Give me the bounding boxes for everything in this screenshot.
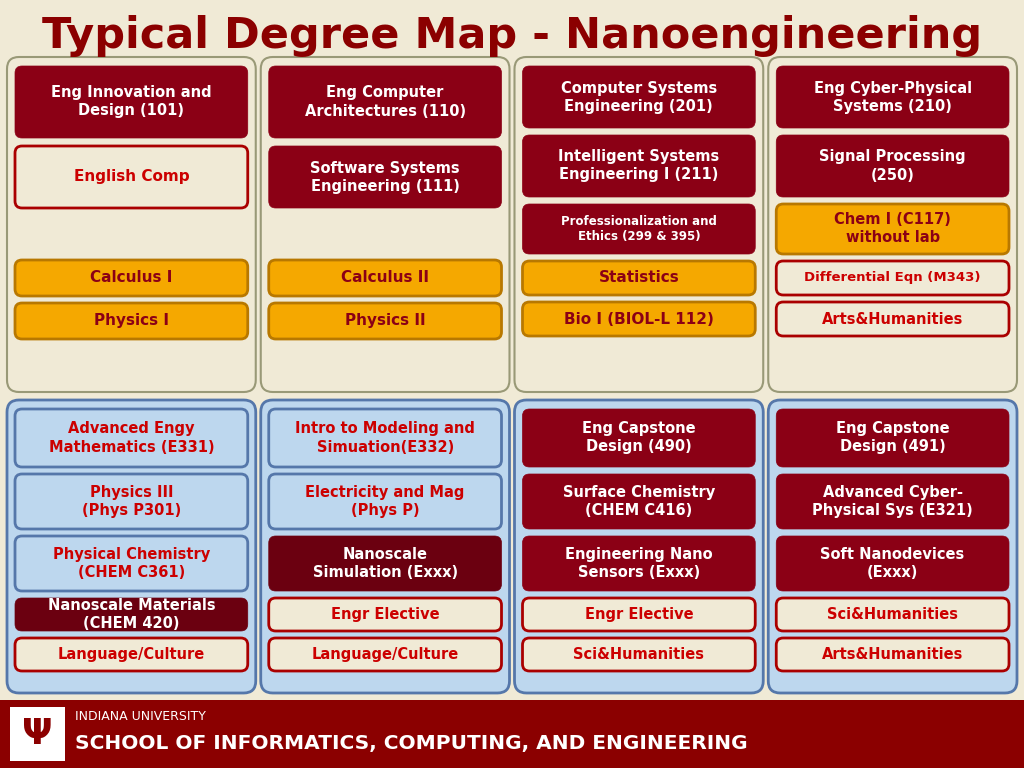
Text: Arts&Humanities: Arts&Humanities <box>822 312 964 326</box>
Text: Soft Nanodevices
(Exxx): Soft Nanodevices (Exxx) <box>820 547 965 580</box>
Text: Bio I (BIOL-L 112): Bio I (BIOL-L 112) <box>564 312 714 326</box>
Text: Physics III
(Phys P301): Physics III (Phys P301) <box>82 485 181 518</box>
Text: Intelligent Systems
Engineering I (211): Intelligent Systems Engineering I (211) <box>558 150 720 183</box>
Text: Eng Computer
Architectures (110): Eng Computer Architectures (110) <box>304 85 466 118</box>
Text: Physics I: Physics I <box>94 313 169 329</box>
FancyBboxPatch shape <box>261 400 510 693</box>
Bar <box>10 707 65 761</box>
Text: Electricity and Mag
(Phys P): Electricity and Mag (Phys P) <box>305 485 465 518</box>
Text: English Comp: English Comp <box>74 170 189 184</box>
FancyBboxPatch shape <box>268 260 502 296</box>
Text: Engr Elective: Engr Elective <box>585 607 693 622</box>
Text: Physics II: Physics II <box>345 313 425 329</box>
FancyBboxPatch shape <box>522 598 756 631</box>
FancyBboxPatch shape <box>268 638 502 671</box>
FancyBboxPatch shape <box>768 400 1017 693</box>
FancyBboxPatch shape <box>7 400 256 693</box>
Text: Calculus I: Calculus I <box>90 270 173 286</box>
FancyBboxPatch shape <box>776 409 1009 467</box>
Text: Professionalization and
Ethics (299 & 395): Professionalization and Ethics (299 & 39… <box>561 215 717 243</box>
FancyBboxPatch shape <box>522 135 756 197</box>
FancyBboxPatch shape <box>268 474 502 529</box>
FancyBboxPatch shape <box>522 204 756 254</box>
Text: Arts&Humanities: Arts&Humanities <box>822 647 964 662</box>
FancyBboxPatch shape <box>15 409 248 467</box>
FancyBboxPatch shape <box>15 260 248 296</box>
FancyBboxPatch shape <box>15 66 248 138</box>
FancyBboxPatch shape <box>514 400 763 693</box>
FancyBboxPatch shape <box>268 409 502 467</box>
Text: Chem I (C117)
without lab: Chem I (C117) without lab <box>835 213 951 246</box>
FancyBboxPatch shape <box>776 135 1009 197</box>
Text: Language/Culture: Language/Culture <box>311 647 459 662</box>
Text: Calculus II: Calculus II <box>341 270 429 286</box>
Text: Language/Culture: Language/Culture <box>57 647 205 662</box>
Text: Typical Degree Map - Nanoengineering: Typical Degree Map - Nanoengineering <box>42 15 982 57</box>
Text: Surface Chemistry
(CHEM C416): Surface Chemistry (CHEM C416) <box>563 485 715 518</box>
FancyBboxPatch shape <box>15 146 248 208</box>
FancyBboxPatch shape <box>776 638 1009 671</box>
FancyBboxPatch shape <box>15 536 248 591</box>
FancyBboxPatch shape <box>522 638 756 671</box>
FancyBboxPatch shape <box>776 536 1009 591</box>
Text: Computer Systems
Engineering (201): Computer Systems Engineering (201) <box>561 81 717 114</box>
FancyBboxPatch shape <box>522 409 756 467</box>
FancyBboxPatch shape <box>776 302 1009 336</box>
FancyBboxPatch shape <box>15 474 248 529</box>
FancyBboxPatch shape <box>15 598 248 631</box>
FancyBboxPatch shape <box>522 474 756 529</box>
FancyBboxPatch shape <box>522 261 756 295</box>
Text: Advanced Cyber-
Physical Sys (E321): Advanced Cyber- Physical Sys (E321) <box>812 485 973 518</box>
Text: Eng Cyber-Physical
Systems (210): Eng Cyber-Physical Systems (210) <box>813 81 972 114</box>
FancyBboxPatch shape <box>514 57 763 392</box>
Text: Ψ: Ψ <box>22 717 52 751</box>
Text: Software Systems
Engineering (111): Software Systems Engineering (111) <box>310 161 460 194</box>
Text: Physical Chemistry
(CHEM C361): Physical Chemistry (CHEM C361) <box>53 547 210 580</box>
FancyBboxPatch shape <box>268 536 502 591</box>
FancyBboxPatch shape <box>522 536 756 591</box>
FancyBboxPatch shape <box>268 303 502 339</box>
FancyBboxPatch shape <box>268 66 502 138</box>
Text: Engineering Nano
Sensors (Exxx): Engineering Nano Sensors (Exxx) <box>565 547 713 580</box>
FancyBboxPatch shape <box>522 302 756 336</box>
FancyBboxPatch shape <box>268 598 502 631</box>
FancyBboxPatch shape <box>7 57 256 392</box>
FancyBboxPatch shape <box>261 57 510 392</box>
Text: Statistics: Statistics <box>598 270 679 286</box>
FancyBboxPatch shape <box>776 66 1009 128</box>
Text: Intro to Modeling and
Simuation(E332): Intro to Modeling and Simuation(E332) <box>295 422 475 455</box>
Bar <box>0 700 1024 768</box>
FancyBboxPatch shape <box>776 598 1009 631</box>
FancyBboxPatch shape <box>776 204 1009 254</box>
FancyBboxPatch shape <box>768 57 1017 392</box>
Text: Advanced Engy
Mathematics (E331): Advanced Engy Mathematics (E331) <box>48 422 214 455</box>
FancyBboxPatch shape <box>15 638 248 671</box>
Text: Sci&Humanities: Sci&Humanities <box>827 607 958 622</box>
FancyBboxPatch shape <box>522 66 756 128</box>
Text: SCHOOL OF INFORMATICS, COMPUTING, AND ENGINEERING: SCHOOL OF INFORMATICS, COMPUTING, AND EN… <box>75 733 748 753</box>
Text: Nanoscale
Simulation (Exxx): Nanoscale Simulation (Exxx) <box>312 547 458 580</box>
FancyBboxPatch shape <box>776 474 1009 529</box>
Text: Engr Elective: Engr Elective <box>331 607 439 622</box>
Text: INDIANA UNIVERSITY: INDIANA UNIVERSITY <box>75 710 206 723</box>
Text: Signal Processing
(250): Signal Processing (250) <box>819 150 966 183</box>
FancyBboxPatch shape <box>15 303 248 339</box>
Text: Differential Eqn (M343): Differential Eqn (M343) <box>805 272 981 284</box>
FancyBboxPatch shape <box>776 261 1009 295</box>
Text: Eng Capstone
Design (491): Eng Capstone Design (491) <box>836 422 949 455</box>
Text: Sci&Humanities: Sci&Humanities <box>573 647 705 662</box>
Text: Nanoscale Materials
(CHEM 420): Nanoscale Materials (CHEM 420) <box>47 598 215 631</box>
Text: Eng Capstone
Design (490): Eng Capstone Design (490) <box>582 422 695 455</box>
FancyBboxPatch shape <box>268 146 502 208</box>
Text: Eng Innovation and
Design (101): Eng Innovation and Design (101) <box>51 85 212 118</box>
